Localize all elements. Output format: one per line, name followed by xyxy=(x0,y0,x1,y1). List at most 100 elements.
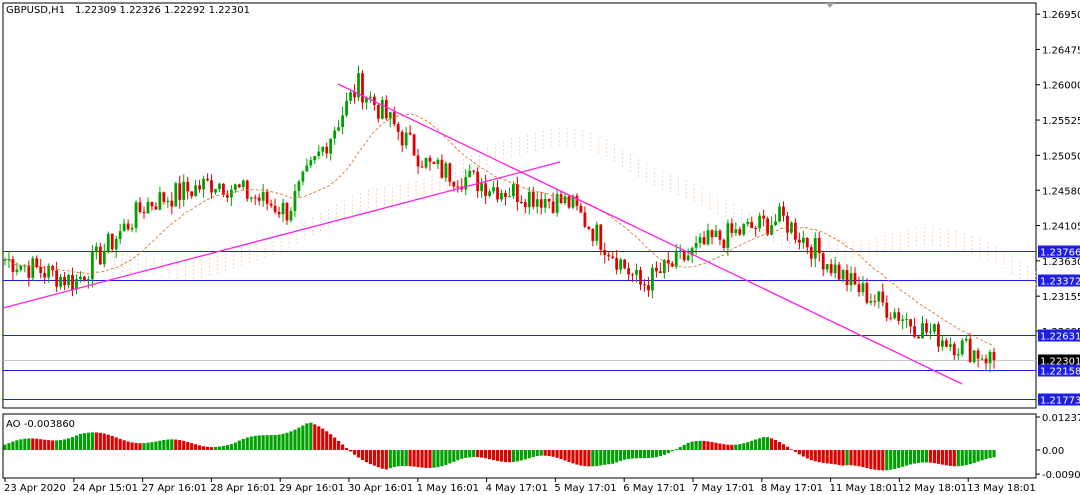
ao-bar xyxy=(484,450,488,459)
ao-bar xyxy=(198,445,202,450)
ao-bar xyxy=(539,450,543,456)
candle-body xyxy=(309,160,313,166)
candle-body xyxy=(79,276,82,280)
ao-bar xyxy=(861,450,865,468)
candle-body xyxy=(233,184,237,190)
candle-body xyxy=(202,178,205,190)
candle-body xyxy=(782,206,785,216)
ao-bar xyxy=(694,441,698,450)
ao-bar xyxy=(619,450,623,461)
ao-bar xyxy=(543,450,547,456)
candle-body xyxy=(47,265,51,278)
ao-bar xyxy=(158,440,162,450)
candle-body xyxy=(19,265,23,270)
candle-body xyxy=(726,223,730,248)
ao-bar xyxy=(809,450,813,461)
ao-bar xyxy=(976,450,980,462)
ao-bar xyxy=(225,445,230,450)
price-tick-label: 1.24105 xyxy=(1042,222,1080,233)
candle-body xyxy=(245,180,249,199)
ao-bar xyxy=(909,450,913,465)
ao-bar xyxy=(547,450,551,457)
ao-bar xyxy=(575,450,579,465)
ao-bar xyxy=(674,449,678,450)
candle-body xyxy=(488,191,491,197)
ao-bar xyxy=(507,450,512,463)
ao-bar xyxy=(194,444,198,450)
uptrend-line[interactable] xyxy=(2,161,561,309)
candle-body xyxy=(325,146,329,154)
ao-scale: 0.01237 0.00 -0.009036 xyxy=(1036,413,1080,481)
ao-bar xyxy=(948,450,952,466)
ao-bar xyxy=(531,450,535,458)
ao-bar xyxy=(563,450,567,461)
ao-bar xyxy=(229,444,233,450)
ao-bar xyxy=(205,446,210,450)
ao-bar xyxy=(7,443,11,450)
horizontal-levels[interactable] xyxy=(3,251,1036,400)
candle-body xyxy=(801,237,805,243)
ao-bar xyxy=(646,450,651,459)
ao-bar xyxy=(416,450,420,468)
candle-body xyxy=(369,96,372,98)
ao-bar xyxy=(905,450,909,466)
ao-bar xyxy=(31,438,35,450)
candle-body xyxy=(956,354,960,356)
candle-body xyxy=(277,211,281,215)
level-label: 1.22301 xyxy=(1040,357,1080,368)
ao-bar xyxy=(849,450,853,466)
ao-bar xyxy=(559,450,563,460)
candle-body xyxy=(472,170,476,172)
price-tick-label: 1.24580 xyxy=(1042,186,1080,197)
candle-body xyxy=(508,196,511,198)
ao-bar xyxy=(726,444,730,450)
ao-bar xyxy=(388,450,392,469)
candle-body xyxy=(599,224,603,250)
candle-body xyxy=(849,273,853,286)
ao-bar xyxy=(114,437,118,450)
candle-body xyxy=(952,344,956,356)
candle-body xyxy=(881,291,885,303)
candle-body xyxy=(519,201,523,203)
chart-shift-icon[interactable] xyxy=(826,3,834,8)
ao-bar xyxy=(372,450,376,466)
price-tick-label: 1.26950 xyxy=(1042,10,1080,21)
ao-bar xyxy=(134,442,138,450)
time-tick-label: 6 May 17:01 xyxy=(623,483,685,494)
ao-bar xyxy=(686,442,690,450)
ao-bar xyxy=(491,450,496,461)
candle-body xyxy=(551,201,555,213)
candle-body xyxy=(670,263,674,267)
candle-body xyxy=(575,195,579,206)
ao-bar xyxy=(678,446,682,450)
ao-bar xyxy=(511,450,515,462)
downtrend-line[interactable] xyxy=(337,83,963,385)
candle-body xyxy=(150,201,154,207)
candle-body xyxy=(968,338,972,362)
ao-bar xyxy=(126,441,130,450)
candle-body xyxy=(392,112,396,125)
ao-panel[interactable] xyxy=(2,413,1037,479)
candle-body xyxy=(71,274,74,290)
candle-body xyxy=(647,285,650,291)
price-panel[interactable] xyxy=(2,2,1037,409)
candle-body xyxy=(432,161,436,164)
price-tick-label: 1.26475 xyxy=(1042,45,1080,56)
ao-bar xyxy=(952,450,956,467)
ao-bar xyxy=(233,442,237,450)
candle-body xyxy=(186,181,190,192)
candle-body xyxy=(83,276,86,281)
ao-bar xyxy=(468,450,472,458)
candle-body xyxy=(857,284,861,293)
candle-body xyxy=(797,239,801,243)
candle-body xyxy=(674,250,678,267)
level-label-box xyxy=(1038,329,1080,342)
candle-body xyxy=(218,183,221,189)
candle-body xyxy=(786,215,789,233)
candle-body xyxy=(718,230,722,240)
candle-body xyxy=(59,276,62,287)
candle-body xyxy=(408,132,412,135)
candle-body xyxy=(770,225,773,235)
